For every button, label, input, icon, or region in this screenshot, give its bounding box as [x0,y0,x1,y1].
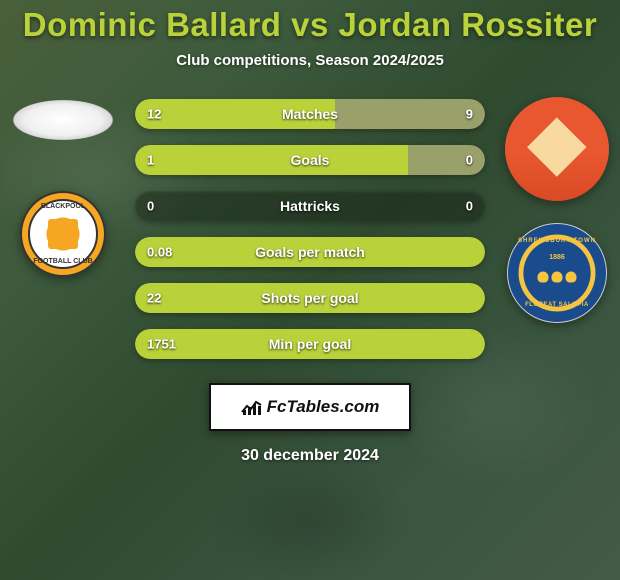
stat-value-left: 22 [147,291,161,306]
stat-value-right: 0 [466,153,473,168]
player-avatar-left [9,99,117,141]
stat-value-left: 0.08 [147,245,172,260]
stat-row: 12 Matches 9 [135,99,485,129]
club-badge-right: SHREWSBURY TOWN 1886 FLOREAT SALOPIA [507,223,607,323]
brand-box: FcTables.com [209,383,411,431]
chart-icon [241,398,263,416]
stat-label: Goals per match [255,244,365,260]
stat-bar-right [335,99,486,129]
club-badge-right-year: 1886 [508,254,606,261]
stat-value-left: 1 [147,153,154,168]
stat-label: Min per goal [269,336,351,352]
club-badge-right-lions [538,271,577,282]
left-column: BLACKPOOL FOOTBALL CLUB [9,97,117,277]
lion-icon [538,271,549,282]
brand-text: FcTables.com [267,397,380,417]
stat-bar-right [408,145,485,175]
player-avatar-right [505,97,609,201]
club-badge-left-center [48,219,78,249]
club-badge-left-top-text: BLACKPOOL [22,203,104,210]
stat-label: Matches [282,106,338,122]
stat-row: 22 Shots per goal [135,283,485,313]
subtitle: Club competitions, Season 2024/2025 [0,52,620,69]
stat-value-right: 0 [466,199,473,214]
stat-row: 1 Goals 0 [135,145,485,175]
club-badge-left-bottom-text: FOOTBALL CLUB [22,258,104,265]
stat-value-right: 9 [466,107,473,122]
stat-value-left: 1751 [147,337,176,352]
stats-column: 12 Matches 9 1 Goals 0 0 Hattricks 0 0.08 Goals pe… [135,99,485,359]
stat-value-left: 12 [147,107,161,122]
main-row: BLACKPOOL FOOTBALL CLUB 12 Matches 9 1 Goals… [0,97,620,359]
lion-icon [566,271,577,282]
club-badge-left: BLACKPOOL FOOTBALL CLUB [20,191,106,277]
stat-value-left: 0 [147,199,154,214]
page-title: Dominic Ballard vs Jordan Rossiter [0,6,620,44]
content-container: Dominic Ballard vs Jordan Rossiter Club … [0,0,620,465]
stat-label: Hattricks [280,198,340,214]
stat-label: Goals [291,152,330,168]
club-badge-right-top-text: SHREWSBURY TOWN [508,238,606,244]
stat-row: 1751 Min per goal [135,329,485,359]
stat-label: Shots per goal [261,290,358,306]
club-badge-right-bottom-text: FLOREAT SALOPIA [508,302,606,308]
stat-bar-left [135,145,408,175]
stat-row: 0 Hattricks 0 [135,191,485,221]
date-text: 30 december 2024 [0,447,620,465]
stat-row: 0.08 Goals per match [135,237,485,267]
lion-icon [552,271,563,282]
right-column: SHREWSBURY TOWN 1886 FLOREAT SALOPIA [503,97,611,323]
